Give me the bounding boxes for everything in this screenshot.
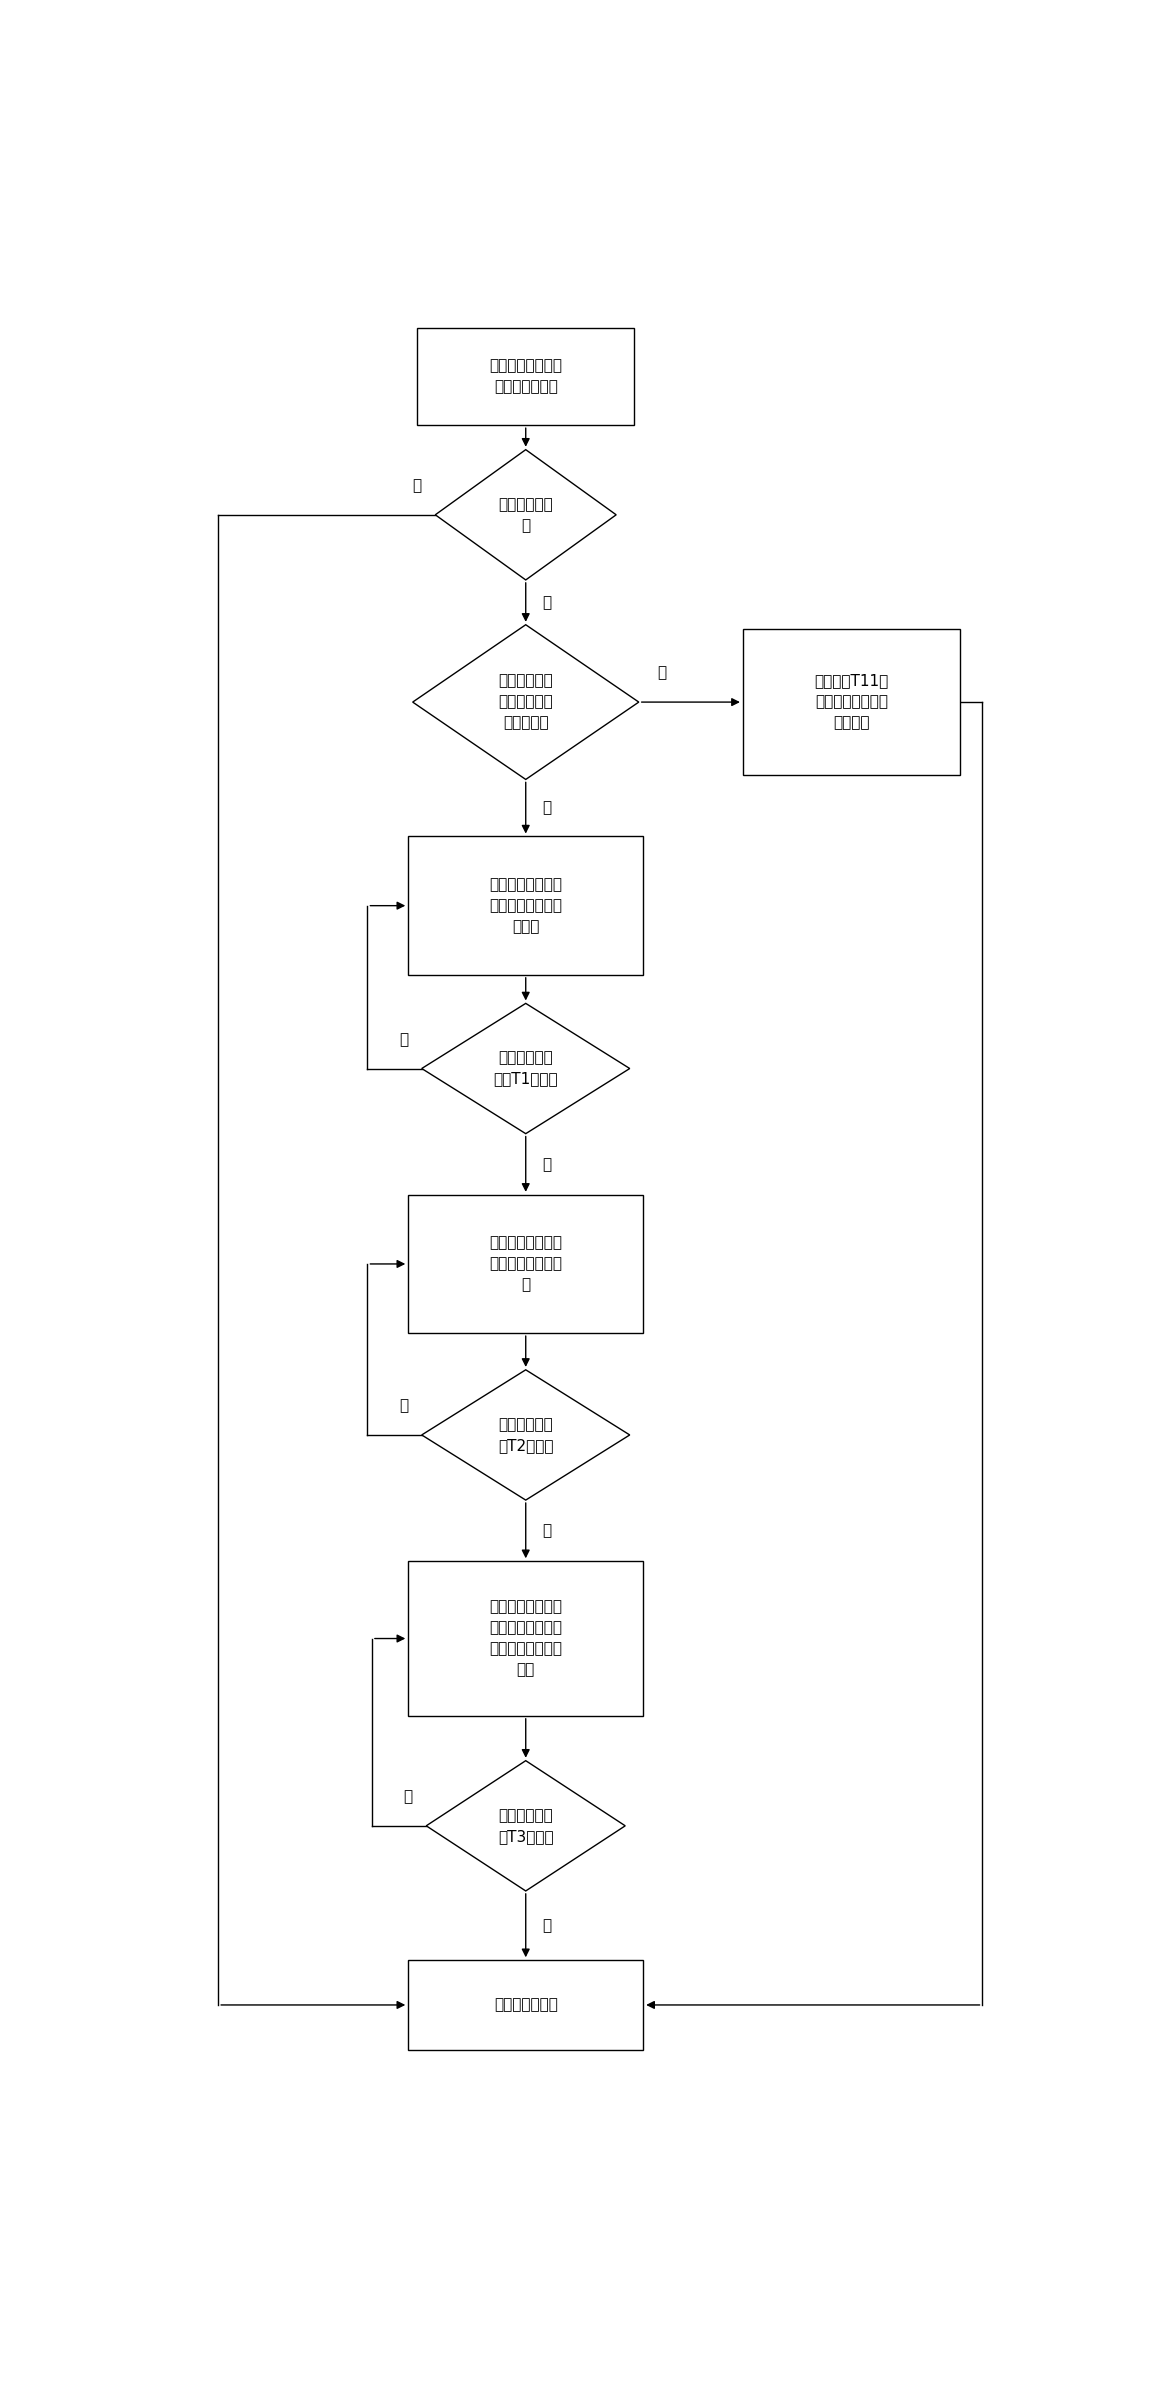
Polygon shape: [426, 1761, 626, 1890]
Polygon shape: [421, 1004, 630, 1133]
FancyBboxPatch shape: [408, 1195, 643, 1334]
Text: 否: 否: [399, 1398, 408, 1412]
Polygon shape: [435, 449, 616, 581]
FancyBboxPatch shape: [408, 836, 643, 975]
Text: 化冰模式执行
至T3时间？: 化冰模式执行 至T3时间？: [498, 1807, 553, 1843]
FancyBboxPatch shape: [408, 1960, 643, 2051]
Text: 凝结水模式执
行至T1时间？: 凝结水模式执 行至T1时间？: [494, 1052, 558, 1087]
Text: 是: 是: [541, 1919, 551, 1934]
Text: 是: 是: [413, 478, 421, 492]
Text: 结冰模式执行
至T2时间？: 结冰模式执行 至T2时间？: [498, 1417, 553, 1453]
Text: 否: 否: [404, 1790, 413, 1804]
Polygon shape: [413, 624, 638, 779]
Text: 是: 是: [541, 1522, 551, 1539]
Text: 执行凝结水模式，
以使换热器表面凝
结成水: 执行凝结水模式， 以使换热器表面凝 结成水: [489, 877, 562, 934]
Text: 自清洁模式退出: 自清洁模式退出: [494, 1998, 558, 2012]
Text: 是: 是: [541, 1157, 551, 1171]
Text: 是否有报警信
号: 是否有报警信 号: [498, 497, 553, 533]
Text: 否: 否: [541, 801, 551, 815]
Text: 是: 是: [657, 664, 666, 681]
Text: 送风运行T11分
钟，使换热器处于
干燥状态: 送风运行T11分 钟，使换热器处于 干燥状态: [815, 674, 888, 731]
Text: 否: 否: [541, 595, 551, 609]
Text: 该室内机与其
他室内机是否
有模式冲突: 该室内机与其 他室内机是否 有模式冲突: [498, 674, 553, 731]
Text: 一个或多个室内机
接收自清洁指令: 一个或多个室内机 接收自清洁指令: [489, 358, 562, 394]
Polygon shape: [421, 1369, 630, 1501]
FancyBboxPatch shape: [408, 1561, 643, 1716]
FancyBboxPatch shape: [742, 629, 959, 774]
Text: 执行结冰模式，以
使换热器结霜和结
冰: 执行结冰模式，以 使换热器结霜和结 冰: [489, 1236, 562, 1293]
Text: 否: 否: [399, 1032, 408, 1047]
FancyBboxPatch shape: [418, 327, 635, 425]
Text: 执行化冰模式，以
通过除冰和除霜带
走换热器表面粉尘
飙粒: 执行化冰模式，以 通过除冰和除霜带 走换热器表面粉尘 飙粒: [489, 1599, 562, 1678]
